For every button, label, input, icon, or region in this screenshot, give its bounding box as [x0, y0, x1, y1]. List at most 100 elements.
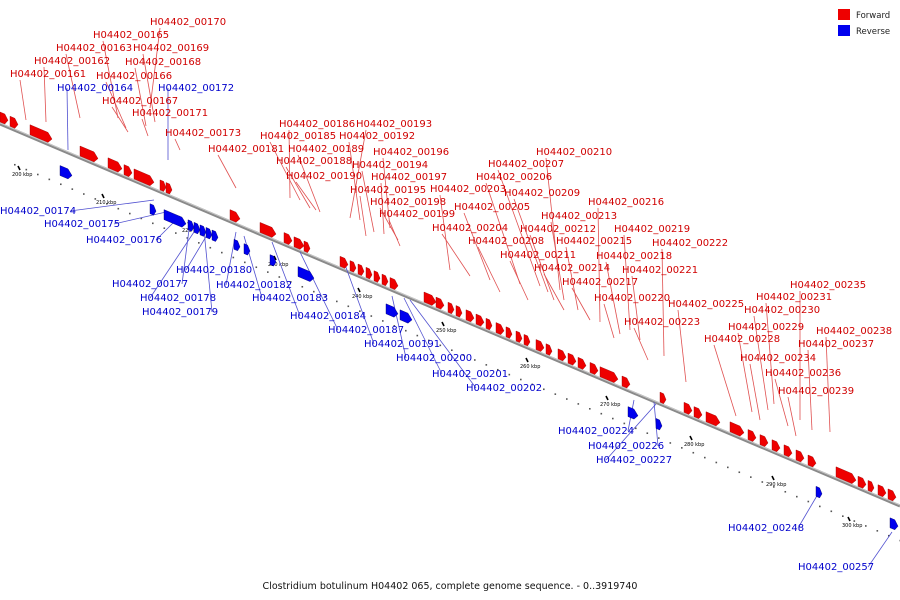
forward-leader — [550, 221, 565, 301]
forward-gene-label: H04402_00166 — [96, 71, 172, 82]
forward-gene-label: H04402_00204 — [432, 223, 508, 234]
tick-dot — [520, 378, 522, 381]
tick-mark — [771, 475, 775, 481]
forward-leader — [497, 169, 541, 287]
forward-feature — [283, 232, 293, 245]
forward-gene-label: H04402_00196 — [373, 147, 449, 158]
forward-leader — [477, 246, 501, 293]
tick-dot — [405, 329, 407, 332]
tick-label: 260 kbp — [520, 364, 540, 370]
tick-dot — [175, 232, 177, 234]
forward-gene-label: H04402_00239 — [778, 386, 854, 397]
forward-feature — [293, 236, 305, 250]
forward-gene-label: H04402_00181 — [208, 144, 284, 155]
reverse-leader — [343, 261, 375, 345]
forward-feature — [29, 124, 53, 143]
tick-mark — [441, 321, 445, 327]
forward-leader — [134, 67, 147, 127]
forward-leader — [441, 233, 471, 277]
reverse-leader — [69, 199, 155, 212]
forward-leader — [142, 53, 156, 123]
forward-leader — [359, 195, 367, 237]
forward-gene-label: H04402_00173 — [165, 128, 241, 139]
forward-gene-label: H04402_00217 — [562, 277, 638, 288]
forward-gene-label: H04402_00167 — [102, 96, 178, 107]
forward-leader — [597, 207, 601, 323]
tick-dot — [37, 173, 39, 176]
tick-mark — [689, 435, 693, 441]
forward-feature — [339, 255, 349, 269]
forward-leader — [545, 157, 561, 291]
forward-feature — [683, 401, 693, 415]
reverse-feature — [815, 485, 823, 499]
forward-gene-label: H04402_00218 — [596, 251, 672, 262]
forward-leader — [661, 248, 665, 357]
forward-gene-label: H04402_00219 — [614, 224, 690, 235]
forward-gene-label: H04402_00198 — [370, 197, 446, 208]
forward-gene-label: H04402_00203 — [430, 184, 506, 195]
tick-dot — [554, 393, 557, 395]
forward-gene-label: H04402_00197 — [371, 172, 447, 183]
legend-reverse-swatch — [838, 25, 850, 36]
forward-feature — [621, 375, 631, 389]
forward-feature — [599, 366, 619, 383]
forward-gene-label: H04402_00192 — [339, 131, 415, 142]
forward-gene-label: H04402_00237 — [798, 339, 874, 350]
tick-label: 210 kbp — [96, 200, 116, 206]
forward-leader — [677, 309, 687, 383]
forward-feature — [557, 348, 567, 362]
forward-leader — [105, 81, 127, 129]
forward-gene-label: H04402_00205 — [454, 202, 530, 213]
reverse-feature — [297, 266, 315, 282]
tick-dot — [255, 266, 258, 269]
tick-dot — [508, 373, 511, 376]
reverse-leader — [409, 299, 477, 389]
tick-mark — [17, 165, 21, 171]
tick-dot — [485, 364, 488, 366]
tick-dot — [865, 525, 867, 527]
forward-leader — [348, 141, 361, 221]
reverse-gene-label: H04402_00191 — [364, 339, 440, 350]
forward-feature — [523, 334, 531, 347]
genome-backbone — [0, 122, 900, 508]
forward-feature — [107, 157, 123, 173]
reverse-gene-label: H04402_00187 — [328, 325, 404, 336]
forward-leader — [633, 327, 649, 361]
forward-leader — [787, 396, 797, 437]
tick-dot — [25, 168, 28, 171]
forward-gene-label: H04402_00168 — [125, 57, 201, 68]
forward-gene-label: H04402_00215 — [556, 236, 632, 247]
forward-gene-label: H04402_00195 — [350, 185, 426, 196]
reverse-feature — [163, 209, 187, 228]
forward-leader — [65, 53, 81, 119]
tick-dot — [209, 246, 212, 249]
forward-gene-label: H04402_00222 — [652, 238, 728, 249]
tick-dot — [635, 427, 637, 430]
tick-label: 220 kbp — [182, 228, 202, 234]
reverse-gene-label: H04402_00182 — [216, 280, 292, 291]
forward-leader — [463, 212, 491, 281]
tick-mark — [605, 395, 609, 401]
forward-feature — [693, 406, 703, 419]
reverse-gene-label: H04402_00257 — [798, 562, 874, 573]
reverse-leader — [113, 211, 167, 225]
tick-dot — [577, 403, 580, 405]
tick-mark — [847, 516, 851, 522]
tick-dot — [140, 217, 143, 220]
reverse-leader — [271, 241, 301, 317]
forward-feature — [867, 480, 875, 493]
forward-feature — [771, 439, 781, 452]
forward-feature — [373, 270, 381, 283]
forward-leader — [295, 181, 317, 211]
leader-lines — [19, 27, 893, 568]
forward-gene-label: H04402_00185 — [260, 131, 336, 142]
forward-feature — [349, 260, 357, 273]
reverse-feature — [199, 224, 207, 237]
tick-dot — [853, 520, 856, 522]
forward-leader — [825, 336, 831, 433]
forward-feature — [589, 362, 599, 375]
tick-dot — [738, 471, 741, 474]
forward-gene-label: H04402_00221 — [622, 265, 698, 276]
forward-leader — [485, 182, 521, 285]
forward-gene-label: H04402_00223 — [624, 317, 700, 328]
